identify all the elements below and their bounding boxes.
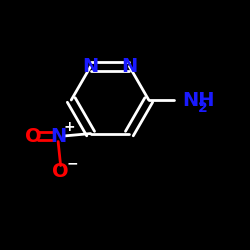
Text: O: O	[25, 126, 42, 146]
Text: −: −	[67, 156, 78, 170]
Text: N: N	[50, 126, 66, 146]
Text: N: N	[82, 57, 99, 76]
Text: +: +	[64, 120, 75, 134]
Text: NH: NH	[182, 90, 215, 110]
Text: N: N	[121, 57, 138, 76]
Text: 2: 2	[198, 100, 208, 114]
Text: O: O	[52, 162, 69, 180]
